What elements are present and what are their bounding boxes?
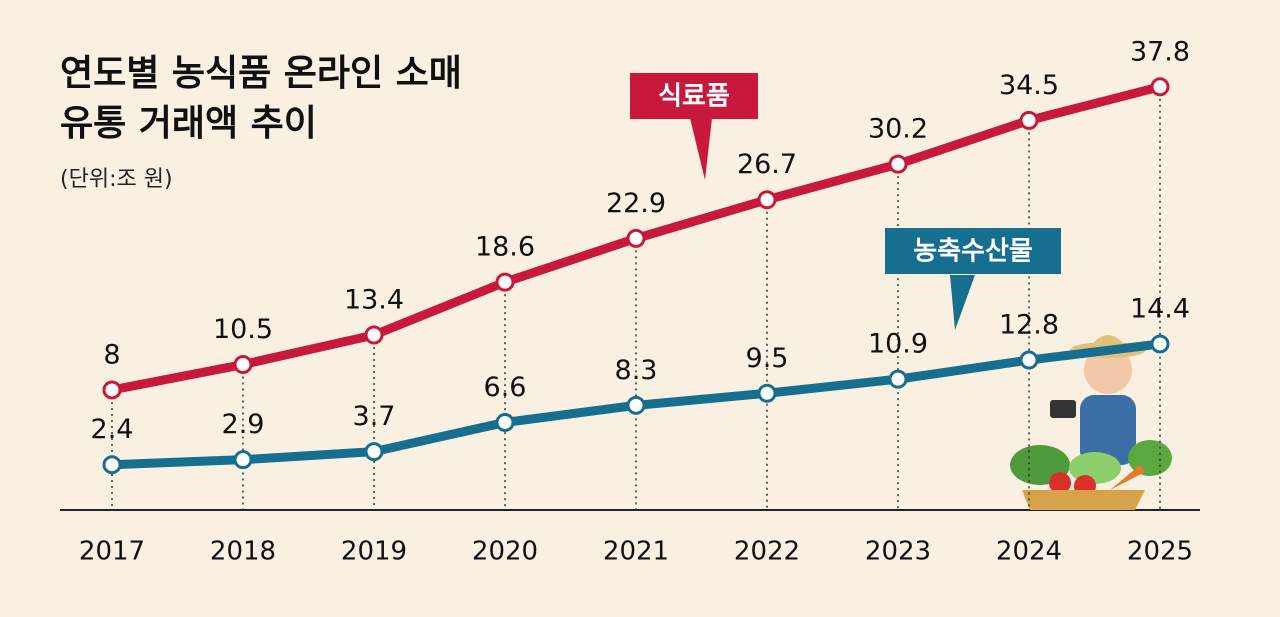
illustration [1010, 335, 1172, 510]
data-label: 10.9 [868, 329, 928, 360]
x-tick-label: 2023 [865, 537, 931, 567]
data-point [495, 412, 515, 432]
data-label: 2.4 [91, 414, 134, 445]
chart-subtitle: (단위:조 원) [60, 167, 173, 192]
data-label: 12.8 [999, 310, 1059, 341]
legend-box [885, 228, 1061, 274]
legend-label: 식료품 [658, 82, 730, 112]
data-label: 6.6 [484, 372, 527, 403]
data-point [626, 395, 646, 415]
data-label: 18.6 [475, 232, 535, 263]
data-label: 10.5 [213, 314, 273, 345]
data-point [102, 380, 122, 400]
data-point [1150, 77, 1170, 97]
data-point [888, 154, 908, 174]
legend-pointer [690, 118, 712, 180]
data-point [757, 383, 777, 403]
data-label: 14.4 [1130, 293, 1190, 324]
x-tick-label: 2019 [341, 537, 407, 567]
data-label: 3.7 [353, 401, 396, 432]
data-point [233, 355, 253, 375]
data-label: 8 [103, 339, 120, 370]
data-point [888, 369, 908, 389]
x-tick-label: 2024 [996, 537, 1062, 567]
data-label: 30.2 [868, 114, 928, 145]
data-point [1019, 110, 1039, 130]
chart-title: 유통 거래액 추이 [60, 103, 317, 144]
chart-title: 연도별 농식품 온라인 소매 [60, 53, 462, 94]
data-label: 34.5 [999, 70, 1059, 101]
data-label: 9.5 [746, 343, 789, 374]
data-point [495, 272, 515, 292]
legend-pointer [950, 275, 975, 330]
data-label: 37.8 [1130, 36, 1190, 67]
data-point [364, 325, 384, 345]
x-tick-label: 2020 [472, 537, 538, 567]
data-label: 22.9 [606, 188, 666, 219]
x-tick-label: 2018 [210, 537, 276, 567]
x-tick-label: 2021 [603, 537, 669, 567]
data-point [1150, 334, 1170, 354]
data-point [364, 442, 384, 462]
data-point [757, 190, 777, 210]
legend-label: 농축수산물 [913, 237, 1033, 267]
data-label: 8.3 [615, 355, 658, 386]
data-point [626, 228, 646, 248]
x-tick-label: 2017 [79, 537, 145, 567]
x-tick-label: 2022 [734, 537, 800, 567]
legend-box [630, 73, 758, 119]
x-tick-label: 2025 [1127, 537, 1193, 567]
data-point [102, 455, 122, 475]
data-point [1019, 350, 1039, 370]
data-label: 2.9 [222, 409, 265, 440]
data-label: 26.7 [737, 149, 797, 180]
data-point [233, 450, 253, 470]
data-label: 13.4 [344, 285, 404, 316]
